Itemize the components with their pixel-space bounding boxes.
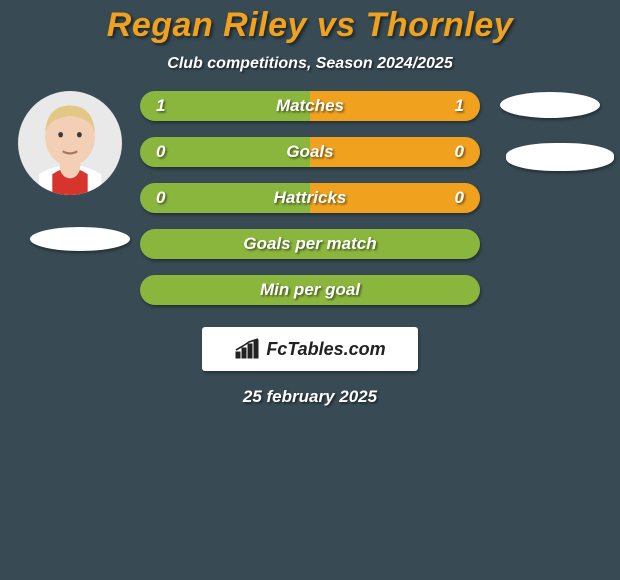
stat-bar: 00Hattricks	[140, 183, 480, 213]
player-left-name-plate	[30, 227, 130, 251]
stat-label: Min per goal	[140, 275, 480, 305]
comparison-title: Regan Riley vs Thornley	[0, 0, 620, 45]
comparison-subtitle: Club competitions, Season 2024/2025	[0, 55, 620, 73]
logo-text: FcTables.com	[266, 339, 385, 360]
snapshot-date: 25 february 2025	[20, 387, 600, 407]
bar-chart-icon	[234, 338, 260, 360]
player-left-avatar	[18, 91, 122, 195]
stat-bar: 00Goals	[140, 137, 480, 167]
stat-bar: Goals per match	[140, 229, 480, 259]
player-right-name-plate-2	[506, 143, 614, 171]
comparison-body: 11Matches 00Goals 00Hattricks Goals per mat…	[20, 73, 600, 407]
stat-bars: 11Matches 00Goals 00Hattricks Goals per mat…	[140, 91, 480, 305]
stat-bar: 11Matches	[140, 91, 480, 121]
stat-label: Goals	[140, 137, 480, 167]
stat-label: Hattricks	[140, 183, 480, 213]
stat-bar: Min per goal	[140, 275, 480, 305]
player-right-name-plate-1	[500, 92, 600, 118]
logo-box: FcTables.com	[202, 327, 418, 371]
stat-label: Goals per match	[140, 229, 480, 259]
avatar-illustration	[18, 91, 122, 195]
stat-label: Matches	[140, 91, 480, 121]
